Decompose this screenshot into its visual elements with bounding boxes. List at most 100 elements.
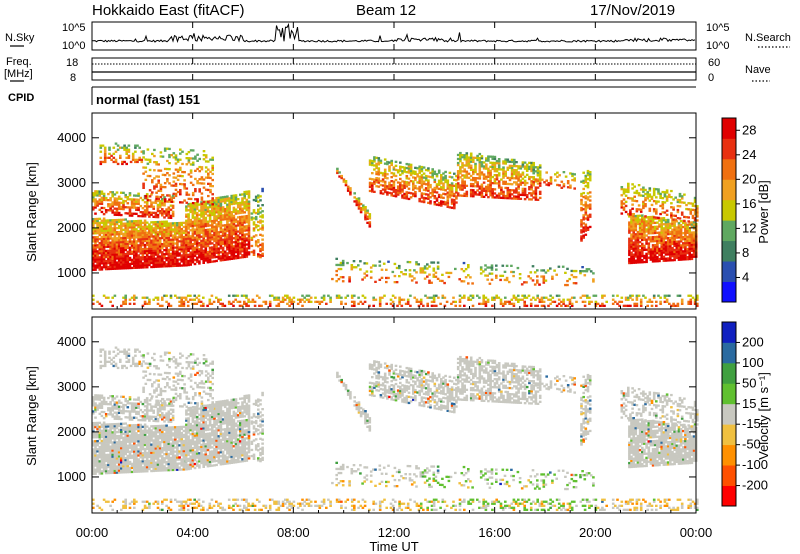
power-cell (94, 192, 97, 195)
power-cell (381, 178, 385, 181)
power-cell (275, 298, 278, 301)
power-cell (437, 195, 441, 199)
power-cell (217, 251, 221, 254)
power-cell (185, 227, 188, 230)
power-cell (152, 263, 155, 266)
power-cell (540, 304, 544, 307)
power-cell (582, 230, 585, 233)
power-cell (163, 182, 167, 185)
power-cell (226, 207, 229, 210)
power-cell (471, 282, 474, 285)
power-cell (102, 239, 106, 243)
power-cell (686, 256, 689, 259)
power-cell (232, 194, 236, 197)
power-cell (505, 276, 509, 280)
power-cell (208, 202, 212, 205)
power-cell (549, 267, 552, 270)
power-cell (187, 161, 191, 164)
power-cell (198, 225, 201, 229)
power-cell (290, 298, 294, 301)
power-cell (143, 201, 147, 204)
power-cell (104, 249, 108, 253)
power-cell (459, 184, 462, 187)
power-cell (208, 298, 212, 301)
power-cell (432, 296, 436, 299)
power-cell (98, 221, 102, 224)
power-cell (209, 188, 212, 192)
power-cell (692, 253, 696, 256)
power-cell (669, 243, 672, 246)
power-cell (687, 216, 690, 219)
power-cell (114, 160, 118, 164)
power-cell (656, 221, 659, 224)
power-cell (254, 195, 258, 198)
power-cell (122, 255, 125, 258)
power-cell (193, 208, 197, 211)
power-cell (98, 248, 102, 251)
power-cell (673, 258, 676, 262)
power-cell (487, 173, 490, 176)
power-cell (684, 229, 687, 233)
power-cell (232, 210, 236, 213)
power-cell (460, 296, 464, 299)
power-cell (230, 253, 233, 256)
power-cell (660, 239, 663, 242)
power-cell (243, 235, 246, 238)
power-cell (150, 233, 153, 236)
power-cell (102, 206, 106, 210)
power-cell (634, 233, 638, 236)
power-cell (152, 237, 155, 240)
power-cell (187, 197, 191, 200)
power-cell (100, 241, 104, 245)
power-cell (521, 171, 525, 174)
power-cell (357, 264, 360, 267)
power-cell (314, 296, 317, 299)
power-cell (588, 205, 592, 208)
power-cell (176, 260, 179, 263)
power-cell (528, 188, 531, 191)
power-cell (379, 183, 383, 187)
power-cell (555, 294, 559, 297)
power-cell (228, 249, 231, 253)
power-cell (664, 241, 668, 244)
power-cell (634, 225, 638, 228)
power-cell (433, 170, 437, 173)
power-cell (117, 237, 121, 240)
power-cell (461, 188, 464, 191)
power-cell (135, 228, 138, 231)
power-cell (169, 232, 173, 235)
power-cell (135, 236, 138, 239)
power-cell (368, 304, 371, 307)
power-cell (493, 163, 497, 167)
power-cell (637, 184, 641, 187)
power-cell (185, 241, 188, 245)
power-cell (104, 241, 108, 244)
power-cell (128, 210, 132, 213)
power-cell (442, 176, 445, 179)
power-cell (643, 220, 646, 223)
power-cell (641, 222, 644, 225)
power-cell (253, 300, 257, 303)
power-cell (363, 262, 366, 265)
power-cell (161, 257, 164, 260)
power-cell (671, 250, 674, 254)
power-cell (152, 255, 155, 258)
power-cell (200, 245, 203, 249)
power-cell (462, 280, 466, 283)
power-cell (109, 209, 112, 212)
power-cell (191, 204, 195, 207)
power-cell (161, 220, 164, 223)
power-cell (145, 255, 149, 259)
power-cell (398, 298, 401, 301)
power-cell (92, 264, 95, 267)
power-cell (571, 178, 574, 182)
power-cell (163, 167, 167, 171)
power-cell (459, 155, 462, 159)
power-cell (213, 209, 216, 212)
power-cell (156, 239, 160, 242)
power-cell (476, 181, 479, 184)
power-cell (638, 240, 642, 244)
power-cell (450, 186, 454, 189)
power-cell (107, 255, 110, 259)
power-cell (480, 185, 484, 188)
